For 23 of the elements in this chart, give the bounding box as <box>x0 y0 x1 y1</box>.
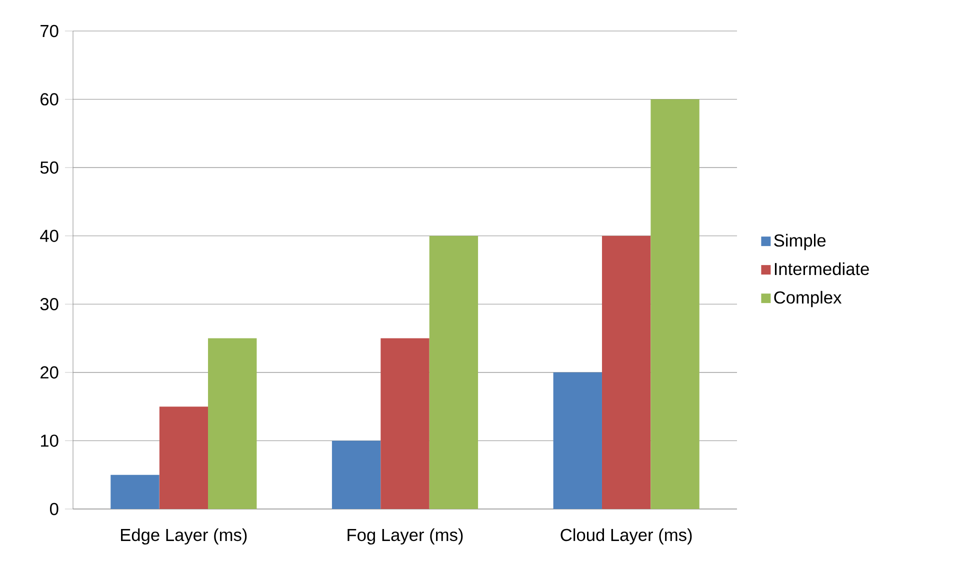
bar <box>159 406 208 509</box>
y-tick-label: 10 <box>40 434 58 447</box>
bar <box>553 372 602 509</box>
y-tick-label: 40 <box>40 230 58 242</box>
y-tick-label: 0 <box>50 502 58 516</box>
x-tick-label: Fog Layer (ms) <box>348 528 463 545</box>
bar <box>650 99 700 509</box>
bar <box>602 236 651 509</box>
y-tick-label: 60 <box>40 93 58 106</box>
x-tick-label: Cloud Layer (ms) <box>560 528 692 545</box>
bar <box>332 440 381 509</box>
y-tick-label: 70 <box>40 24 58 38</box>
x-tick-label: Edge Layer (ms) <box>121 528 247 545</box>
y-tick-label: 20 <box>40 366 58 379</box>
bar <box>110 474 160 509</box>
bar <box>380 338 430 509</box>
legend-label: Intermediate <box>774 262 869 276</box>
y-tick-label: 30 <box>40 298 58 310</box>
bar <box>208 338 257 509</box>
y-tick-label: 50 <box>40 161 58 174</box>
legend-label: Complex <box>774 290 842 308</box>
bar <box>429 236 478 509</box>
legend-label: Simple <box>774 234 826 250</box>
